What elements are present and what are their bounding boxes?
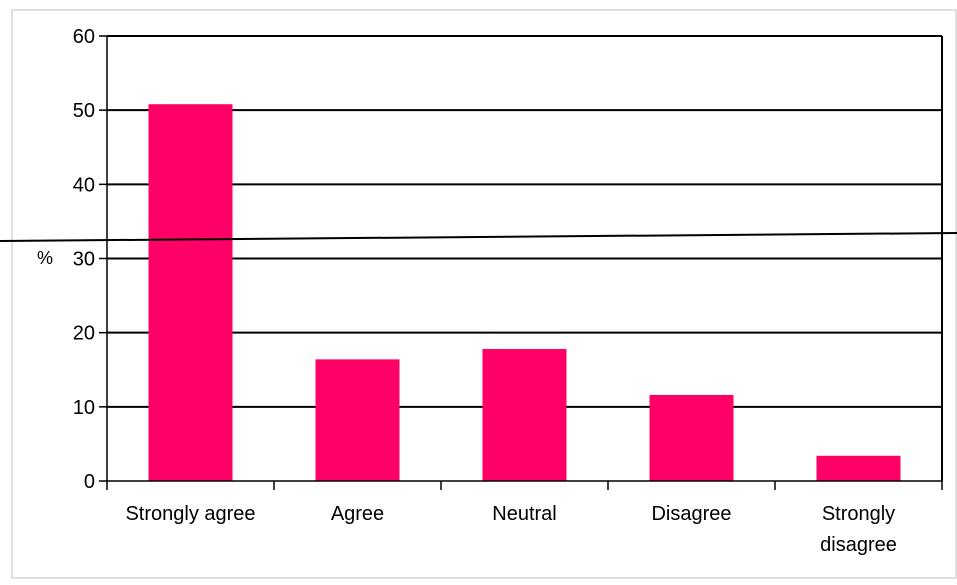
y-axis-label: % [37,248,53,268]
bar-5 [816,455,901,481]
x-tick-label: Agree [331,503,384,525]
bar-3 [482,348,567,481]
y-tick-label: 0 [84,471,95,493]
bars [148,104,901,481]
axes [99,35,943,490]
y-tick-label: 20 [73,323,95,345]
x-tick-labels: Strongly agree Agree Neutral Disagree Strong… [125,503,896,556]
x-tick-label: Neutral [492,503,556,525]
bar-4 [649,394,734,481]
gridlines [107,35,942,408]
y-tick-label: 50 [73,100,95,122]
y-tick-labels: 0 10 20 30 40 50 60 [73,26,95,493]
bar-2 [315,359,400,481]
horizontal-divider-line [0,232,957,242]
x-tick-label: Strongly disagree [820,503,897,556]
bar-1 [148,104,233,481]
y-tick-label: 10 [73,397,95,419]
y-tick-label: 60 [73,26,95,48]
x-tick-label: Strongly agree [125,503,255,525]
y-tick-label: 30 [73,249,95,271]
x-tick-label: Disagree [651,503,731,525]
y-tick-label: 40 [73,174,95,196]
